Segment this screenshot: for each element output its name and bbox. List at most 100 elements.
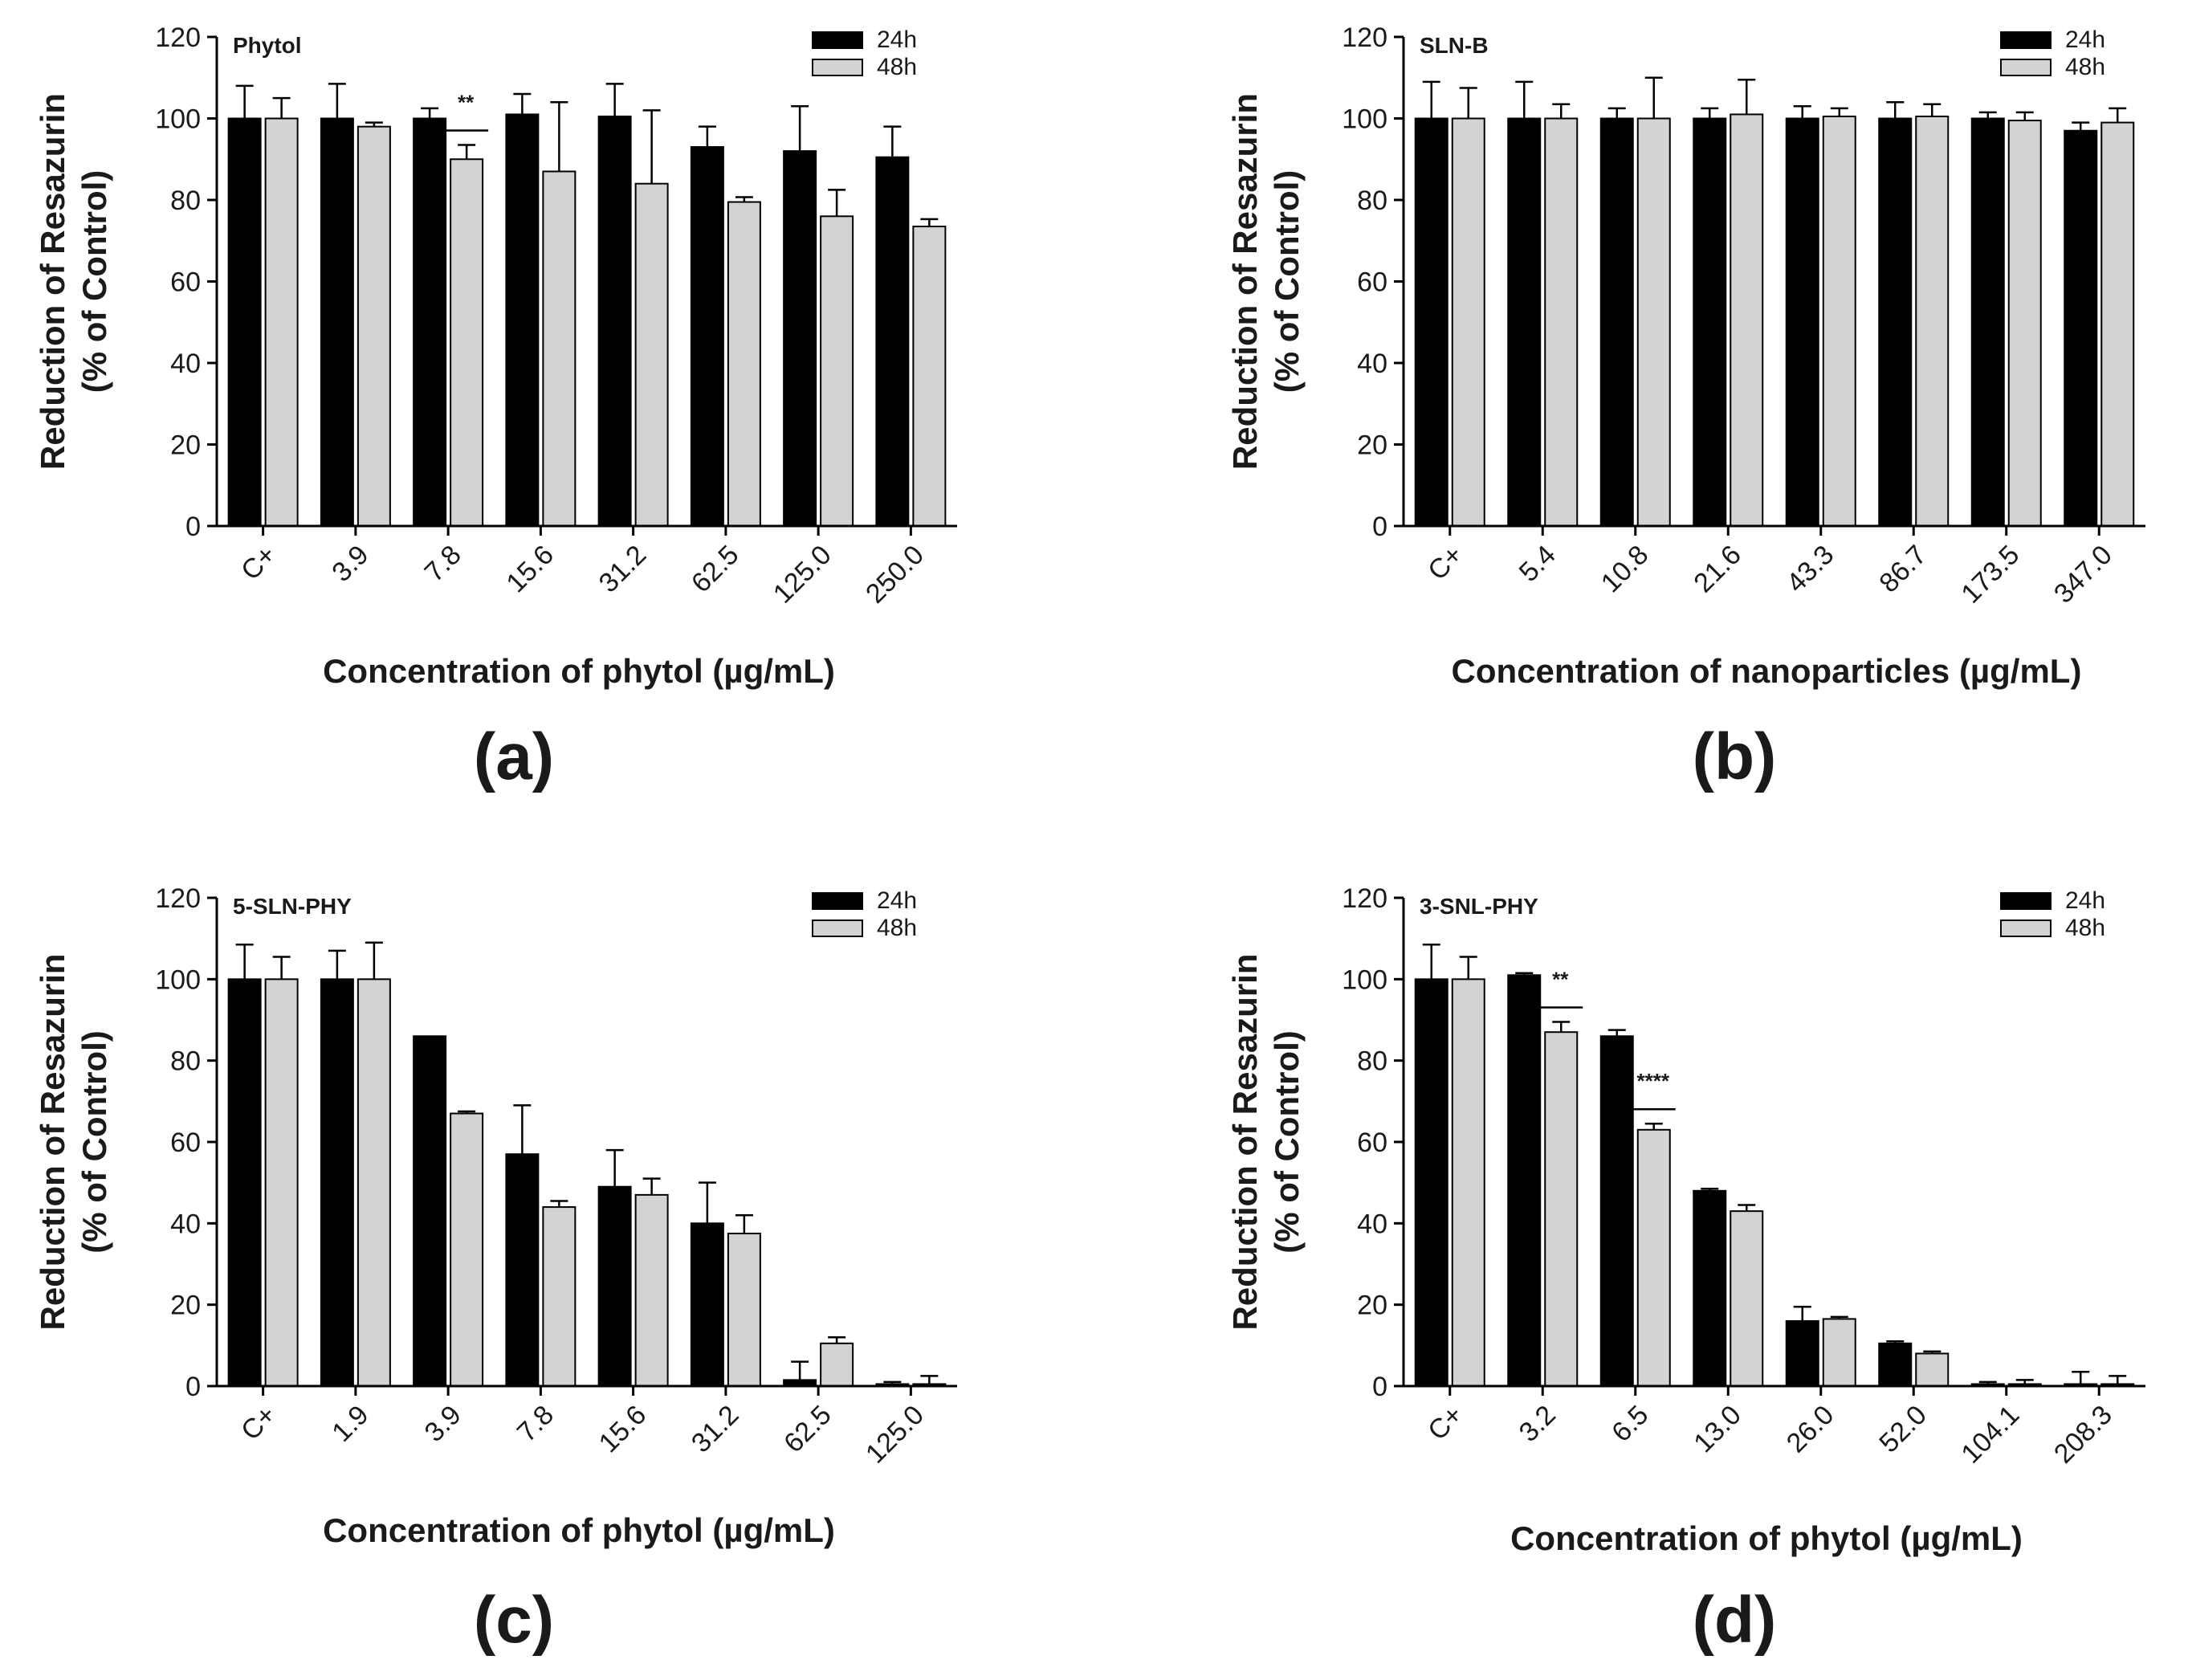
panel-label: (b): [1693, 720, 1777, 793]
bar-48h-7: [912, 225, 947, 527]
bar-24h-5: [1878, 1342, 1913, 1388]
y-tick-label: 80: [1357, 1046, 1387, 1077]
y-tick-label: 0: [185, 1372, 201, 1402]
bar-24h-3: [505, 113, 540, 528]
x-tick-label: 62.5: [778, 1400, 837, 1459]
x-tick-label: 104.1: [1955, 1400, 2025, 1470]
bar-48h-3: [542, 170, 577, 527]
bar-24h-7: [2064, 129, 2098, 527]
y-tick-label: 60: [170, 1127, 201, 1158]
x-tick-label: 5.4: [1514, 540, 1562, 588]
bar-48h-2: [1636, 1128, 1671, 1388]
x-tick-label: 15.6: [593, 1400, 653, 1459]
y-tick-label: 80: [1357, 186, 1387, 216]
y-tick-label: 20: [1357, 430, 1387, 461]
bar-48h-2: [450, 158, 484, 527]
y-tick-label: 20: [170, 1291, 201, 1321]
bar-24h-0: [1414, 978, 1448, 1388]
bar-48h-0: [1451, 117, 1485, 527]
legend-swatch-24h: [2000, 31, 2052, 49]
bar-24h-0: [1414, 117, 1448, 527]
bar-48h-3: [542, 1206, 577, 1387]
y-tick-label: 60: [1357, 267, 1387, 298]
bar-24h-5: [1878, 117, 1913, 527]
bar-24h-0: [227, 117, 262, 527]
bar-24h-2: [413, 117, 447, 527]
significance-label: **: [1552, 968, 1569, 992]
legend-label: 48h: [2065, 915, 2105, 941]
x-tick-label: 86.7: [1873, 540, 1933, 599]
y-axis-title-line2: (% of Control): [1268, 170, 1306, 393]
legend-label: 24h: [2065, 887, 2105, 914]
y-tick-label: 0: [1372, 512, 1387, 542]
bar-48h-0: [264, 117, 299, 527]
x-tick-label: C+: [1422, 540, 1469, 586]
bar-24h-0: [227, 978, 262, 1388]
y-tick-label: 0: [1372, 1372, 1387, 1402]
legend-label: 24h: [877, 887, 917, 914]
bar-24h-4: [597, 115, 632, 527]
bar-24h-1: [320, 978, 354, 1388]
y-tick-label: 120: [155, 883, 201, 914]
significance-label: **: [458, 90, 475, 114]
legend-label: 48h: [2065, 54, 2105, 80]
x-tick-label: 125.0: [860, 1400, 930, 1470]
bar-48h-0: [1451, 978, 1485, 1388]
bar-48h-5: [727, 201, 761, 527]
y-axis-title-line2: (% of Control): [1268, 1030, 1306, 1254]
x-tick-label: 7.8: [511, 1400, 560, 1448]
y-tick-label: 120: [1342, 883, 1387, 914]
y-axis-title-line2: (% of Control): [75, 1030, 113, 1254]
bar-48h-2: [450, 1112, 484, 1387]
y-tick-label: 100: [1342, 964, 1387, 995]
x-tick-label: 125.0: [768, 540, 837, 610]
bar-48h-5: [727, 1233, 761, 1387]
legend-label: 24h: [2065, 27, 2105, 53]
y-tick-label: 120: [155, 22, 201, 53]
x-tick-label: 13.0: [1688, 1400, 1747, 1459]
bar-48h-1: [1544, 1031, 1579, 1387]
bar-48h-0: [264, 978, 299, 1388]
x-tick-label: 10.8: [1595, 540, 1655, 599]
bar-48h-4: [1822, 115, 1856, 527]
panel-label: (c): [474, 1584, 554, 1657]
chart-title: Phytol: [233, 33, 302, 58]
bar-48h-1: [357, 125, 391, 527]
x-tick-label: 3.9: [326, 540, 374, 588]
x-tick-label: 52.0: [1873, 1400, 1933, 1459]
y-axis-title-line1: Reduction of Resazurin: [34, 953, 71, 1330]
x-tick-label: 62.5: [686, 540, 745, 599]
y-tick-label: 120: [1342, 22, 1387, 53]
y-axis-title-line1: Reduction of Resazurin: [1226, 953, 1264, 1330]
x-axis-title: Concentration of phytol (µg/mL): [323, 1511, 835, 1549]
x-tick-label: 43.3: [1781, 540, 1840, 599]
x-tick-label: 347.0: [2048, 540, 2118, 610]
legend-swatch-48h: [812, 920, 863, 937]
bar-24h-3: [505, 1153, 540, 1387]
panel-label: (d): [1693, 1584, 1777, 1657]
bar-48h-6: [2007, 120, 2042, 527]
y-axis-title-line1: Reduction of Resazurin: [1226, 93, 1264, 470]
x-tick-label: 26.0: [1781, 1400, 1840, 1459]
bar-48h-1: [1544, 117, 1579, 527]
legend-swatch-24h: [812, 892, 863, 910]
bar-48h-7: [2100, 121, 2135, 527]
y-tick-label: 100: [155, 104, 201, 135]
x-tick-label: 31.2: [686, 1400, 745, 1459]
y-tick-label: 40: [1357, 1209, 1387, 1239]
bar-48h-5: [1915, 115, 1950, 527]
bar-24h-4: [1785, 117, 1819, 527]
chart-title: 5-SLN-PHY: [233, 894, 352, 919]
bar-24h-4: [597, 1185, 632, 1387]
significance-label: ****: [1637, 1069, 1670, 1093]
y-tick-label: 60: [1357, 1127, 1387, 1158]
chart-panel-d: 0 20 40 60 80 100 120 C+ 3.2 6.5 13.0 26.0 52.0 104.1…: [1226, 883, 2145, 1657]
legend-swatch-24h: [812, 31, 863, 49]
x-tick-label: 250.0: [860, 540, 930, 610]
x-tick-label: 3.2: [1514, 1400, 1562, 1448]
chart-panel-c: 0 20 40 60 80 100 120 C+ 1.9 3.9 7.8 15.6 31.2 62.5 12…: [34, 883, 957, 1657]
bar-24h-3: [1693, 1189, 1727, 1388]
chart-panel-a: 0 20 40 60 80 100 120 C+ 3.9 7.8 15.6 31.2 62.5 125.0…: [34, 22, 957, 793]
chart-panel-b: 0 20 40 60 80 100 120 C+ 5.4 10.8 21.6 43.3 86.7 173.…: [1226, 22, 2145, 793]
